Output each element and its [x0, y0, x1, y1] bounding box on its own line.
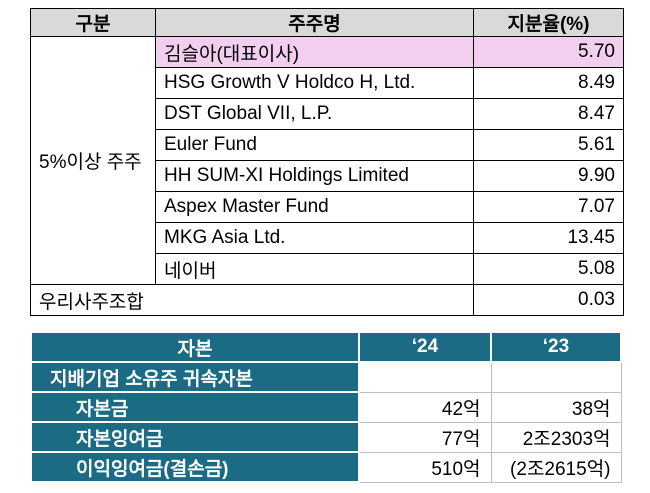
share-pct: 9.90 — [473, 160, 624, 192]
shareholder-name: 네이버 — [155, 253, 474, 285]
capital-value-24: 510억 — [358, 451, 492, 483]
share-pct: 0.03 — [473, 284, 624, 316]
capital-value-23: 38억 — [490, 391, 622, 423]
table-row: Euler Fund 5.61 — [31, 129, 624, 161]
table-row: MKG Asia Ltd. 13.45 — [31, 222, 624, 254]
capital-value-24: 77억 — [358, 421, 492, 453]
table-row: 5%이상 주주 김슬아(대표이사) 5.70 — [30, 36, 624, 285]
share-pct: 7.07 — [473, 191, 624, 223]
header-cell-category: 구분 — [30, 8, 156, 37]
capital-value-23 — [490, 361, 622, 393]
header-cell-year-23: ‘23 — [490, 331, 622, 363]
shareholder-name: HH SUM-XI Holdings Limited — [155, 160, 474, 192]
header-cell-capital: 자본 — [30, 331, 360, 363]
capital-value-23: 2조2303억 — [490, 421, 622, 453]
shareholder-header-row: 구분 주주명 지분율(%) — [30, 8, 624, 37]
table-row: 자본금 42억 38억 — [30, 391, 622, 423]
shareholder-name: 김슬아(대표이사) — [155, 36, 474, 68]
header-cell-stake: 지분율(%) — [473, 8, 624, 37]
header-cell-shareholder: 주주명 — [155, 8, 474, 37]
capital-value-24 — [358, 361, 492, 393]
share-pct: 13.45 — [473, 222, 624, 254]
capital-header-row: 자본 ‘24 ‘23 — [30, 331, 622, 363]
table-row: HH SUM-XI Holdings Limited 9.90 — [31, 160, 624, 192]
capital-row-label: 자본잉여금 — [30, 421, 360, 453]
table-row: Aspex Master Fund 7.07 — [31, 191, 624, 223]
shareholder-name: Aspex Master Fund — [155, 191, 474, 223]
shareholder-name: HSG Growth V Holdco H, Ltd. — [155, 67, 474, 99]
share-pct: 5.08 — [473, 253, 624, 285]
table-row: HSG Growth V Holdco H, Ltd. 8.49 — [31, 67, 624, 99]
header-cell-year-24: ‘24 — [358, 331, 492, 363]
capital-row-label: 자본금 — [30, 391, 360, 423]
capital-table: 자본 ‘24 ‘23 지배기업 소유주 귀속자본 자본금 42억 38억 자본잉… — [30, 331, 622, 483]
capital-value-23: (2조2615억) — [490, 451, 622, 483]
footer-label-cell: 우리사주조합 — [30, 284, 474, 316]
shareholder-table: 구분 주주명 지분율(%) 5%이상 주주 김슬아(대표이사) 5.70 HSG… — [30, 8, 624, 316]
share-pct: 5.61 — [473, 129, 624, 161]
share-pct: 5.70 — [473, 36, 624, 68]
group-label-cell: 5%이상 주주 — [30, 36, 156, 285]
shareholder-name: Euler Fund — [155, 129, 474, 161]
capital-value-24: 42억 — [358, 391, 492, 423]
capital-row-label: 이익잉여금(결손금) — [30, 451, 360, 483]
shareholder-name: MKG Asia Ltd. — [155, 222, 474, 254]
table-row: 네이버 5.08 — [31, 253, 624, 285]
table-row: 지배기업 소유주 귀속자본 — [30, 361, 622, 393]
share-pct: 8.49 — [473, 67, 624, 99]
table-row: 이익잉여금(결손금) 510억 (2조2615억) — [30, 451, 622, 483]
table-footer-row: 우리사주조합 0.03 — [30, 284, 624, 316]
capital-row-label: 지배기업 소유주 귀속자본 — [30, 361, 360, 393]
table-row: 자본잉여금 77억 2조2303억 — [30, 421, 622, 453]
shareholder-name: DST Global VII, L.P. — [155, 98, 474, 130]
share-pct: 8.47 — [473, 98, 624, 130]
